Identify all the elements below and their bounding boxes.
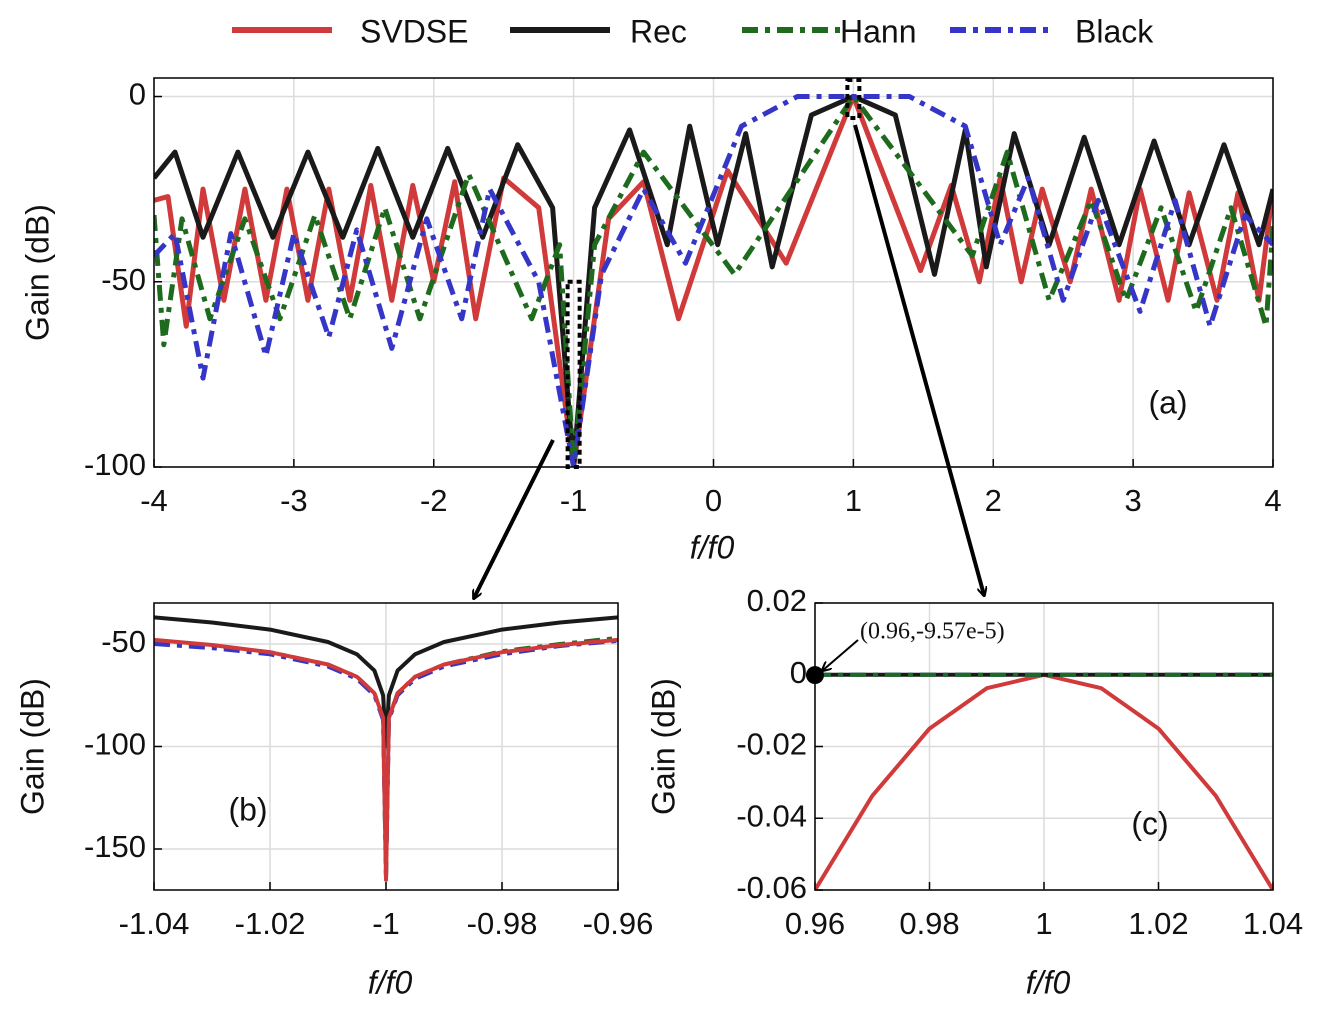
y-tick-label: 0: [129, 77, 146, 112]
series-line: [154, 637, 618, 882]
x-axis-label: f/f0: [1026, 964, 1071, 1000]
series-group: [154, 94, 1273, 467]
y-axis-label: Gain (dB): [14, 678, 50, 815]
y-tick-label: -100: [84, 447, 146, 482]
series-line: [154, 94, 1273, 467]
x-tick-label: -1: [372, 906, 400, 941]
axes-frame: [814, 602, 1274, 891]
x-tick-label: -2: [420, 483, 448, 518]
y-axis-label: Gain (dB): [19, 204, 55, 341]
x-axis-label: f/f0: [690, 529, 735, 565]
legend-label: Hann: [840, 13, 917, 49]
series-line: [154, 615, 618, 749]
zoom-marker: [565, 279, 582, 469]
x-tick-label: 1: [845, 483, 862, 518]
series-line: [154, 94, 1273, 467]
zoom-arrow: [853, 124, 984, 595]
panel-label: (b): [228, 791, 267, 827]
x-tick-label: 2: [985, 483, 1002, 518]
legend-label: Black: [1075, 13, 1154, 49]
y-tick-label: -50: [101, 262, 146, 297]
legend-label: SVDSE: [360, 13, 468, 49]
panel-label: (c): [1131, 805, 1168, 841]
x-tick-label: -4: [140, 483, 168, 518]
x-tick-label: 1.04: [1243, 906, 1303, 941]
series-group: [815, 672, 1273, 890]
panel-label: (a): [1148, 384, 1187, 420]
x-tick-label: 3: [1125, 483, 1142, 518]
x-tick-label: 4: [1264, 483, 1281, 518]
x-tick-label: 1: [1035, 906, 1052, 941]
annotation-point: [806, 666, 824, 685]
y-tick-label: -0.02: [736, 727, 807, 762]
axes-frame: [153, 77, 1274, 468]
y-tick-label: 0: [790, 655, 807, 690]
y-tick-label: -100: [84, 727, 146, 762]
x-tick-label: -1.04: [119, 906, 190, 941]
x-tick-label: -0.98: [467, 906, 538, 941]
x-tick-label: -1.02: [235, 906, 306, 941]
x-tick-label: 0: [705, 483, 722, 518]
annotation-text: (0.96,-9.57e-5): [860, 619, 1005, 645]
zoom-arrow: [474, 439, 555, 598]
y-tick-label: -0.04: [736, 798, 807, 833]
x-tick-label: -0.96: [583, 906, 654, 941]
x-tick-label: -1: [560, 483, 588, 518]
x-tick-label: 0.96: [785, 906, 845, 941]
y-tick-label: -0.06: [736, 870, 807, 905]
x-tick-label: 0.98: [899, 906, 959, 941]
x-tick-label: -3: [280, 483, 308, 518]
x-tick-label: 1.02: [1128, 906, 1188, 941]
legend-label: Rec: [630, 13, 687, 49]
y-tick-label: -50: [101, 624, 146, 659]
y-tick-label: 0.02: [747, 583, 807, 618]
series-group: [154, 615, 618, 882]
x-axis-label: f/f0: [368, 964, 413, 1000]
axes-frame: [153, 602, 619, 891]
y-tick-label: -150: [84, 829, 146, 864]
y-axis-label: Gain (dB): [645, 678, 681, 815]
zoom-marker: [845, 78, 862, 120]
series-line: [154, 94, 1273, 467]
annotation-arrow: [823, 639, 859, 670]
